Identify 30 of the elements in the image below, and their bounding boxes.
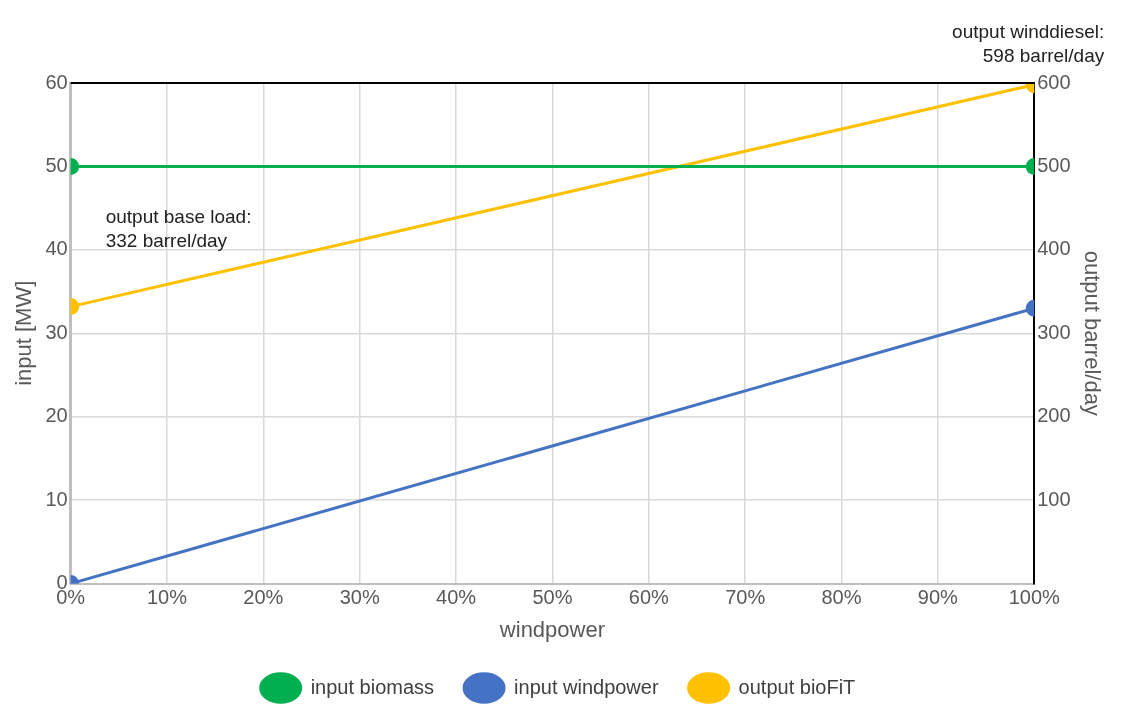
- x-tick-label: 60%: [628, 586, 670, 609]
- y-tick-label: 10: [45, 487, 68, 510]
- x-tick-label: 90%: [917, 586, 959, 609]
- y2-tick-label: 300: [1037, 320, 1071, 343]
- annotation: output base load: 332 barrel/day: [105, 206, 252, 252]
- x-tick-label: 20%: [243, 586, 284, 609]
- legend-label: output bioFiT: [738, 675, 856, 698]
- legend-label: input windpower: [514, 675, 659, 698]
- y2-tick-label: 200: [1037, 404, 1071, 427]
- y2-tick-label: 600: [1037, 70, 1071, 93]
- y2-tick-label: 100: [1037, 487, 1071, 510]
- y2-axis-title: output barrel/day: [1079, 250, 1105, 416]
- y2-tick-label: 500: [1037, 153, 1071, 176]
- y-tick-label: 30: [45, 320, 68, 343]
- legend-label: input biomass: [310, 675, 435, 698]
- x-tick-label: 40%: [436, 586, 477, 609]
- y-tick-label: 40: [45, 237, 68, 260]
- y-tick-label: 20: [45, 404, 68, 427]
- text: output winddiesel: 598 barrel/day: [952, 21, 1105, 67]
- y-tick-label: 50: [45, 153, 68, 176]
- x-axis-title: windpower: [498, 616, 606, 642]
- y2-tick-label: 400: [1037, 237, 1071, 260]
- x-tick-label: 100%: [1008, 586, 1061, 609]
- x-tick-label: 50%: [532, 586, 573, 609]
- y-tick-label: 60: [45, 70, 68, 93]
- x-tick-label: 30%: [339, 586, 380, 609]
- x-tick-label: 80%: [821, 586, 862, 609]
- x-tick-label: 10%: [146, 586, 188, 609]
- y-axis-title: input [MW]: [11, 280, 37, 386]
- x-tick-label: 70%: [725, 586, 766, 609]
